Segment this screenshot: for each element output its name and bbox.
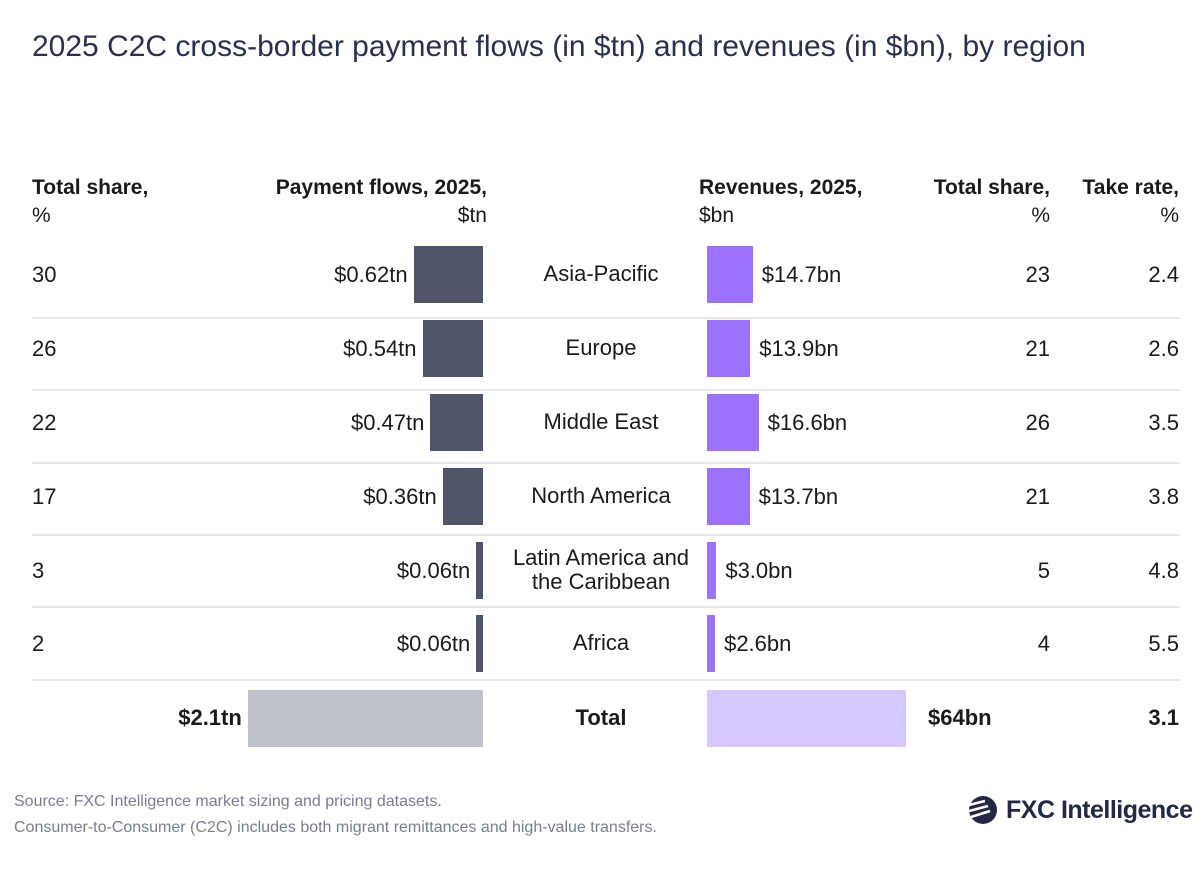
revenues-bar [707, 542, 717, 599]
flows-label: $0.54tn [343, 335, 417, 361]
flows-bar [442, 468, 483, 525]
take-rate-value: 2.4 [1148, 261, 1179, 287]
region-label: Africa [572, 629, 630, 655]
fxc-logo: FXC Intelligence [968, 795, 1193, 825]
flows-bar [422, 320, 483, 377]
revenues-label: $14.7bn [761, 261, 842, 287]
region-label: Europe [565, 334, 637, 360]
header-line: Revenues, 2025, [699, 176, 863, 199]
source-note: Source: FXC Intelligence market sizing a… [14, 793, 442, 810]
row-divider [32, 534, 1180, 536]
row-divider [32, 679, 1180, 681]
flows-bar [476, 542, 483, 599]
share-revenues-value: 21 [1025, 335, 1050, 361]
share-revenues-value: 23 [1025, 261, 1050, 287]
take-rate-total: 3.1 [1148, 705, 1179, 730]
share-flows-value: 3 [32, 557, 45, 583]
flows-bar [413, 246, 483, 303]
flows-label: $0.36tn [363, 483, 437, 509]
revenues-label: $16.6bn [767, 409, 848, 435]
header-unit: $bn [699, 204, 735, 227]
share-flows-value: 17 [32, 483, 57, 509]
share-flows-value: 30 [32, 261, 57, 287]
fxc-globe-icon [968, 796, 997, 824]
header-revenues: Revenues, 2025, $bn [699, 174, 862, 230]
revenues-total-label: $64bn [928, 705, 992, 730]
region-label: North America [531, 482, 671, 508]
share-flows-value: 22 [32, 409, 57, 435]
take-rate-value: 2.6 [1148, 335, 1179, 361]
logo-text: FXC Intelligence [1006, 795, 1193, 824]
definition-note: Consumer-to-Consumer (C2C) includes both… [14, 819, 657, 836]
header-unit: % [1160, 204, 1179, 227]
chart-title: 2025 C2C cross-border payment flows (in … [32, 30, 1086, 63]
header-share-revenues: Total share, % [934, 174, 1050, 230]
share-revenues-value: 4 [1037, 630, 1050, 656]
header-line: Total share, [933, 176, 1050, 199]
revenues-bar [707, 320, 751, 377]
header-share-flows: Total share, % [32, 174, 148, 230]
region-label: Latin America and the Caribbean [512, 545, 690, 594]
revenues-label: $13.9bn [759, 335, 839, 361]
header-line: Take rate, [1082, 176, 1180, 199]
share-flows-value: 2 [32, 630, 45, 656]
header-line: Payment flows, 2025, [275, 176, 487, 199]
region-label: Middle East [543, 408, 659, 434]
flows-bar [476, 615, 483, 672]
header-unit: $tn [457, 204, 487, 227]
flows-total-label: $2.1tn [178, 705, 242, 730]
header-unit: % [1031, 204, 1050, 227]
region-label: Asia-Pacific [543, 260, 659, 286]
header-flows: Payment flows, 2025, $tn [276, 174, 487, 230]
share-revenues-value: 26 [1025, 409, 1050, 435]
total-label: Total [575, 705, 627, 730]
revenues-label: $2.6bn [724, 630, 792, 656]
revenues-label: $3.0bn [725, 557, 793, 583]
revenues-bar [707, 615, 716, 672]
row-divider [32, 462, 1180, 464]
header-unit: % [32, 204, 51, 227]
revenues-bar [707, 394, 759, 451]
revenues-label: $13.7bn [758, 483, 839, 509]
header-line: Total share, [32, 176, 149, 199]
flows-bar [430, 394, 483, 451]
revenues-total-bar [707, 690, 907, 747]
share-revenues-value: 21 [1025, 483, 1050, 509]
share-flows-value: 26 [32, 335, 57, 361]
flows-total-bar [247, 690, 483, 747]
header-take-rate: Take rate, % [1083, 174, 1180, 230]
take-rate-value: 3.5 [1148, 409, 1179, 435]
flows-label: $0.06tn [396, 557, 471, 583]
row-divider [32, 606, 1180, 608]
revenues-bar [707, 246, 753, 303]
share-revenues-value: 5 [1037, 557, 1050, 583]
take-rate-value: 5.5 [1148, 630, 1179, 656]
row-divider [32, 389, 1180, 391]
flows-label: $0.06tn [396, 630, 471, 656]
row-divider [32, 317, 1180, 319]
take-rate-value: 3.8 [1148, 483, 1179, 509]
revenues-bar [707, 468, 750, 525]
flows-label: $0.62tn [334, 261, 408, 287]
flows-label: $0.47tn [350, 409, 425, 435]
take-rate-value: 4.8 [1148, 557, 1179, 583]
